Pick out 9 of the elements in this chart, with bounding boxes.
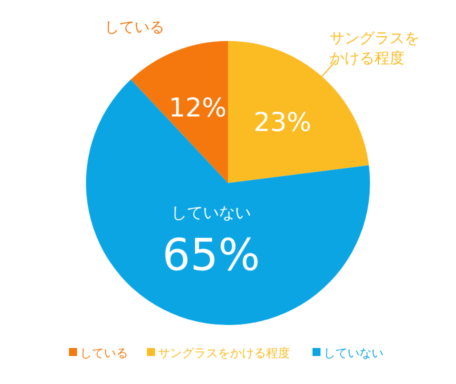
legend-label: サングラスをかける程度 <box>158 346 290 360</box>
legend-label: している <box>80 346 128 360</box>
data-label: 65% <box>162 230 260 281</box>
legend-label: していない <box>324 346 384 360</box>
data-label: 23% <box>254 108 312 138</box>
slice-label: サングラスをかける程度 <box>330 28 421 68</box>
slice-label: している <box>104 17 165 38</box>
data-label: 12% <box>168 93 227 124</box>
slice-label: していない <box>171 202 252 222</box>
